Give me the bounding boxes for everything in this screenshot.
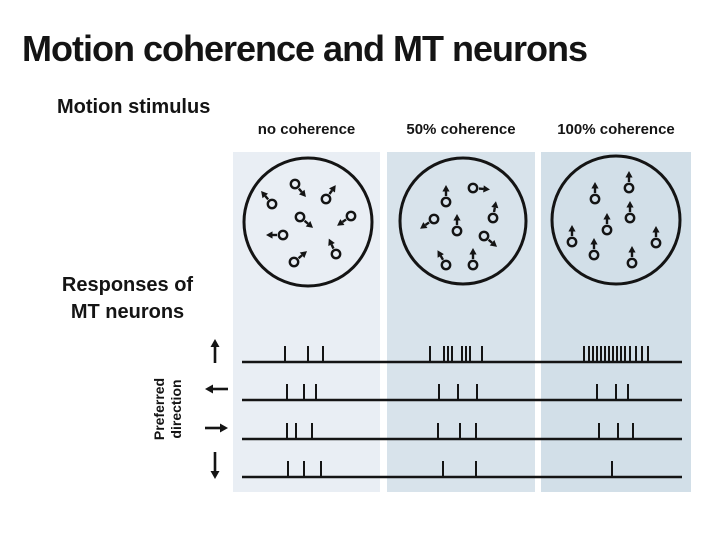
dot-motion-arrow-head — [483, 185, 490, 193]
preferred-down-arrow-head — [210, 471, 220, 479]
dot-ring — [345, 210, 357, 222]
dot-motion-arrow-head — [337, 219, 345, 226]
responses-label-line2: MT neurons — [70, 301, 185, 323]
dot-ring — [623, 182, 635, 194]
dot-motion-arrow-shaft — [424, 221, 430, 227]
preferred-up-arrow-head — [210, 339, 220, 347]
dot-motion-arrow-shaft — [487, 238, 493, 244]
dot-ring — [266, 198, 278, 210]
dot-ring — [467, 182, 479, 194]
panel-no-coherence — [233, 152, 380, 492]
stimulus-aperture-circle — [398, 156, 528, 286]
stimulus-aperture-circle — [242, 156, 374, 288]
dot-motion-arrow-head — [266, 231, 273, 239]
dot-ring — [626, 257, 638, 269]
dot-motion-arrow-shaft — [303, 219, 309, 225]
dot-motion-arrow-shaft — [297, 254, 303, 260]
dot-motion-arrow-head — [261, 190, 269, 199]
dot-ring — [624, 212, 636, 224]
column-header-no-coherence: no coherence — [257, 121, 356, 138]
dot-motion-arrow-head — [305, 220, 314, 228]
dot-motion-arrow-shaft — [328, 189, 334, 195]
dot-motion-arrow-shaft — [264, 195, 270, 201]
slide-title: Motion coherence and MT neurons — [22, 28, 588, 69]
dot-ring — [467, 259, 479, 271]
column-header-100-coherence: 100% coherence — [557, 121, 675, 138]
dot-motion-arrow-head — [453, 214, 461, 221]
dot-ring — [288, 256, 300, 268]
responses-label-line1: Responses of — [61, 274, 194, 296]
dot-motion-arrow-head — [442, 185, 450, 192]
dot-motion-arrow-head — [328, 238, 335, 247]
dot-motion-arrow-shaft — [439, 255, 445, 261]
dot-ring — [650, 237, 662, 249]
dot-ring — [451, 225, 463, 237]
dot-motion-arrow-head — [628, 246, 636, 253]
dot-motion-arrow-head — [298, 189, 306, 198]
dot-ring — [440, 196, 452, 208]
stimulus-aperture-circle — [550, 154, 682, 286]
panel-100-coherence — [541, 152, 691, 492]
dot-ring — [428, 213, 440, 225]
dot-motion-arrow-head — [329, 185, 336, 193]
column-header-50-coherence: 50% coherence — [406, 121, 516, 138]
dot-motion-arrow-head — [491, 201, 499, 209]
dot-ring — [277, 229, 289, 241]
dot-motion-arrow-head — [299, 251, 308, 259]
dot-motion-arrow-head — [625, 171, 633, 178]
dot-motion-arrow-shaft — [492, 207, 497, 213]
dot-motion-arrow-head — [568, 225, 576, 232]
dot-motion-arrow-head — [420, 222, 428, 229]
dot-ring — [294, 211, 306, 223]
dot-ring — [589, 193, 601, 205]
motion-stimulus-label: Motion stimulus — [57, 96, 211, 118]
dot-motion-arrow-head — [652, 226, 660, 233]
dot-motion-arrow-shaft — [341, 218, 347, 224]
dot-motion-arrow-head — [489, 239, 498, 247]
preferred-right-arrow-head — [220, 423, 228, 433]
dot-ring — [289, 178, 301, 190]
dot-ring — [320, 193, 332, 205]
dot-motion-arrow-head — [590, 238, 598, 245]
dot-ring — [478, 230, 490, 242]
dot-ring — [588, 249, 600, 261]
dot-motion-arrow-head — [591, 182, 599, 189]
dot-ring — [487, 212, 499, 224]
preferred-left-arrow-head — [205, 384, 213, 394]
dot-motion-arrow-head — [603, 213, 611, 220]
responses-label: Responses of MT neurons — [40, 272, 215, 326]
dot-motion-arrow-head — [469, 248, 477, 255]
dot-ring — [330, 248, 342, 260]
dot-ring — [601, 224, 613, 236]
dot-ring — [566, 236, 578, 248]
dot-motion-arrow-head — [437, 250, 444, 258]
dot-motion-arrow-head — [626, 201, 634, 208]
dot-motion-arrow-shaft — [330, 243, 335, 250]
dot-motion-arrow-shaft — [297, 187, 303, 193]
dot-ring — [440, 259, 452, 271]
